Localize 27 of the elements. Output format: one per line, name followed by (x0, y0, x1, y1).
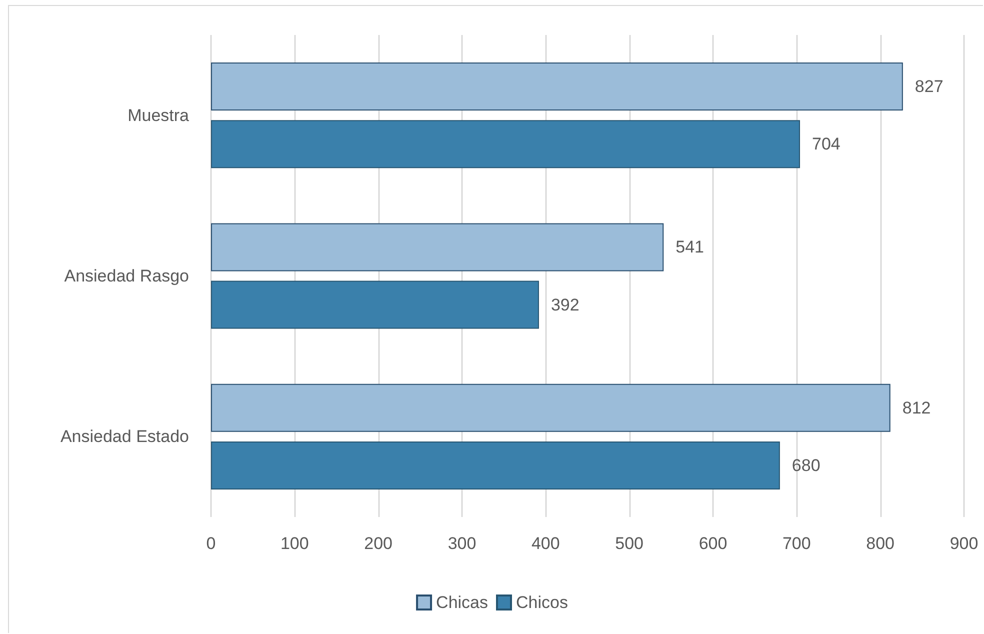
x-tick-label: 500 (615, 534, 644, 553)
y-tick-label: Ansiedad Estado (60, 427, 189, 446)
y-tick-label: Muestra (128, 106, 190, 125)
data-label: 392 (550, 295, 580, 314)
bar (211, 120, 800, 168)
bar (211, 384, 890, 432)
y-tick-label: Ansiedad Rasgo (64, 266, 189, 286)
bar (211, 441, 780, 490)
data-label: 680 (792, 456, 820, 475)
data-label: 541 (676, 238, 704, 257)
data-label: 827 (914, 77, 944, 96)
x-tick-label: 100 (280, 534, 309, 553)
x-tick-label: 900 (950, 534, 978, 553)
x-tick-label: 400 (531, 534, 560, 553)
x-tick-label: 200 (364, 534, 393, 553)
data-label: 812 (902, 398, 931, 418)
bar (211, 62, 903, 111)
bar (211, 223, 664, 272)
data-label: 704 (812, 134, 840, 154)
x-tick-label: 600 (698, 534, 728, 553)
legend-label: Chicos (516, 593, 568, 612)
x-tick-label: 300 (448, 534, 476, 553)
x-tick-label: 700 (782, 534, 811, 553)
legend-label: Chicas (436, 593, 488, 612)
bar (211, 280, 539, 329)
x-tick-label: 0 (206, 534, 216, 553)
x-tick-label: 800 (866, 534, 895, 553)
